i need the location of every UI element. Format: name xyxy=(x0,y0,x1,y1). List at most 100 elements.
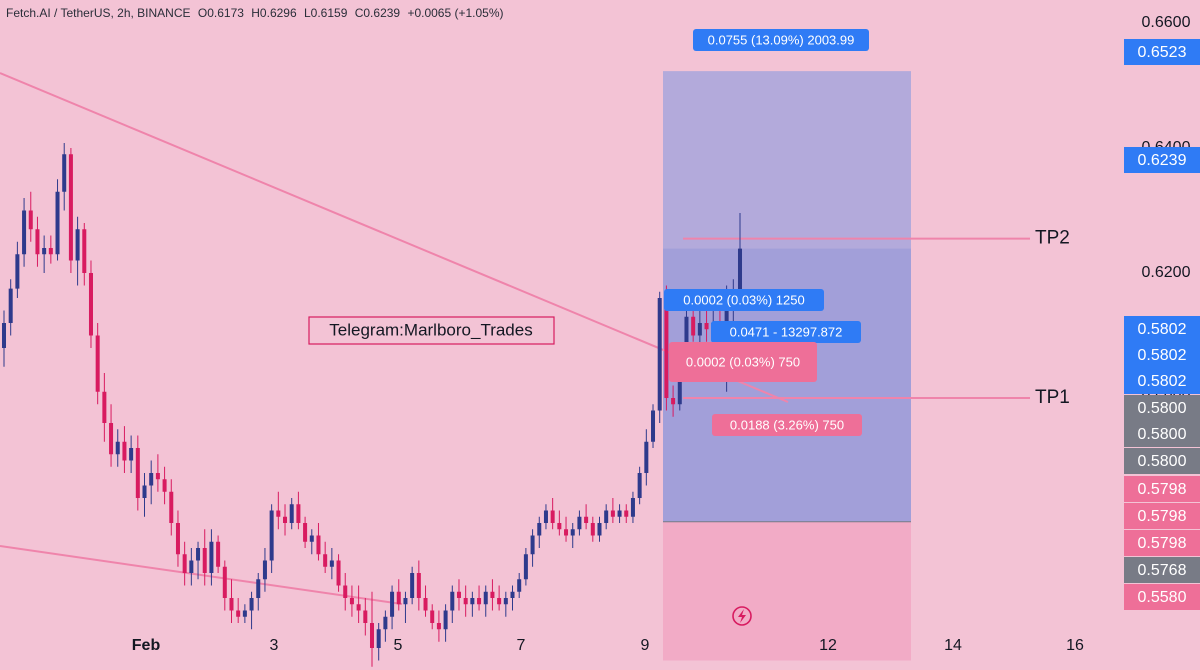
candle[interactable] xyxy=(236,610,241,617)
candle[interactable] xyxy=(463,598,468,605)
telegram-annotation[interactable]: Telegram:Marlboro_Trades xyxy=(308,316,555,345)
order-label-buy[interactable]: 0.0002 (0.03%) 1250 xyxy=(664,289,824,311)
candle[interactable] xyxy=(229,598,234,611)
candle[interactable] xyxy=(329,560,334,567)
candle[interactable] xyxy=(637,473,642,498)
candle[interactable] xyxy=(423,598,428,611)
candle[interactable] xyxy=(584,516,589,523)
entry-label[interactable]: 0.0471 - 13297.872 xyxy=(711,321,861,343)
candle[interactable] xyxy=(303,523,308,542)
candle[interactable] xyxy=(269,510,274,561)
candles[interactable] xyxy=(1,143,743,667)
candle[interactable] xyxy=(216,541,221,567)
price-label[interactable]: 0.5802 xyxy=(1124,316,1200,342)
candle[interactable] xyxy=(162,479,167,492)
candle[interactable] xyxy=(617,510,622,517)
price-label[interactable]: 0.6239 xyxy=(1124,147,1200,173)
candle[interactable] xyxy=(323,554,328,567)
candle[interactable] xyxy=(450,591,455,611)
candle[interactable] xyxy=(564,529,569,536)
candle[interactable] xyxy=(577,516,582,530)
candle[interactable] xyxy=(604,510,609,524)
candle[interactable] xyxy=(477,598,482,605)
candle[interactable] xyxy=(262,560,267,580)
price-label[interactable]: 0.5802 xyxy=(1124,368,1200,394)
price-label[interactable]: 0.5800 xyxy=(1124,448,1200,474)
candle[interactable] xyxy=(430,610,435,624)
candle[interactable] xyxy=(557,523,562,530)
candle[interactable] xyxy=(644,441,649,473)
loss-zone[interactable] xyxy=(663,521,911,661)
candle[interactable] xyxy=(456,591,461,598)
price-label[interactable]: 0.5798 xyxy=(1124,476,1200,502)
price-label[interactable]: 0.5580 xyxy=(1124,584,1200,610)
candle[interactable] xyxy=(122,441,127,461)
candle[interactable] xyxy=(343,585,348,599)
y-axis[interactable]: 0.66000.64000.62000.60000.65230.62390.58… xyxy=(1124,14,1200,610)
candle[interactable] xyxy=(671,398,676,405)
candle[interactable] xyxy=(296,504,301,523)
candle[interactable] xyxy=(410,573,415,598)
candle[interactable] xyxy=(209,541,214,573)
candle[interactable] xyxy=(543,510,548,524)
candle[interactable] xyxy=(336,560,341,586)
candle[interactable] xyxy=(276,510,281,517)
candle[interactable] xyxy=(483,591,488,605)
trend-lines[interactable]: TP2 TP1 xyxy=(0,72,1070,605)
candle[interactable] xyxy=(22,210,27,255)
candle[interactable] xyxy=(503,598,508,605)
candle[interactable] xyxy=(283,516,288,523)
candle[interactable] xyxy=(624,510,629,517)
candle[interactable] xyxy=(403,598,408,605)
candle[interactable] xyxy=(523,554,528,580)
candle[interactable] xyxy=(48,248,53,255)
candle[interactable] xyxy=(115,441,120,455)
lower-trendline[interactable] xyxy=(0,545,403,605)
candle[interactable] xyxy=(109,423,114,455)
candle[interactable] xyxy=(396,591,401,605)
candle[interactable] xyxy=(149,473,154,486)
candle[interactable] xyxy=(75,229,80,261)
candle[interactable] xyxy=(390,591,395,617)
price-label[interactable]: 0.5800 xyxy=(1124,395,1200,421)
candle[interactable] xyxy=(189,560,194,574)
candle[interactable] xyxy=(550,510,555,524)
candle[interactable] xyxy=(155,473,160,480)
candle[interactable] xyxy=(684,316,689,367)
candle[interactable] xyxy=(416,573,421,598)
candle[interactable] xyxy=(15,254,20,289)
candle[interactable] xyxy=(8,288,13,323)
candle[interactable] xyxy=(242,610,247,617)
lightning-icon[interactable] xyxy=(732,606,752,626)
candle[interactable] xyxy=(651,410,656,442)
candle[interactable] xyxy=(737,248,743,290)
candle[interactable] xyxy=(202,548,207,573)
candle[interactable] xyxy=(497,598,502,605)
candle[interactable] xyxy=(95,335,100,392)
candle[interactable] xyxy=(590,523,595,536)
candle[interactable] xyxy=(537,523,542,536)
candle[interactable] xyxy=(510,591,515,598)
candle[interactable] xyxy=(249,598,254,611)
candle[interactable] xyxy=(1,323,7,348)
price-label[interactable]: 0.5798 xyxy=(1124,530,1200,556)
candle[interactable] xyxy=(68,154,73,261)
candle[interactable] xyxy=(443,610,448,630)
candle[interactable] xyxy=(142,485,147,499)
price-label[interactable]: 0.5768 xyxy=(1124,557,1200,583)
candle[interactable] xyxy=(630,498,635,517)
candle[interactable] xyxy=(657,298,662,411)
candle[interactable] xyxy=(256,579,261,598)
candle[interactable] xyxy=(182,554,187,573)
candle[interactable] xyxy=(82,229,87,273)
candle[interactable] xyxy=(135,448,140,498)
candle[interactable] xyxy=(369,623,375,648)
candle[interactable] xyxy=(376,629,381,648)
candle[interactable] xyxy=(383,616,388,630)
candle[interactable] xyxy=(363,610,368,624)
candle[interactable] xyxy=(704,323,709,330)
candle[interactable] xyxy=(222,566,227,598)
order-label-sell[interactable]: 0.0002 (0.03%) 750 xyxy=(669,342,817,382)
candle[interactable] xyxy=(35,229,40,255)
